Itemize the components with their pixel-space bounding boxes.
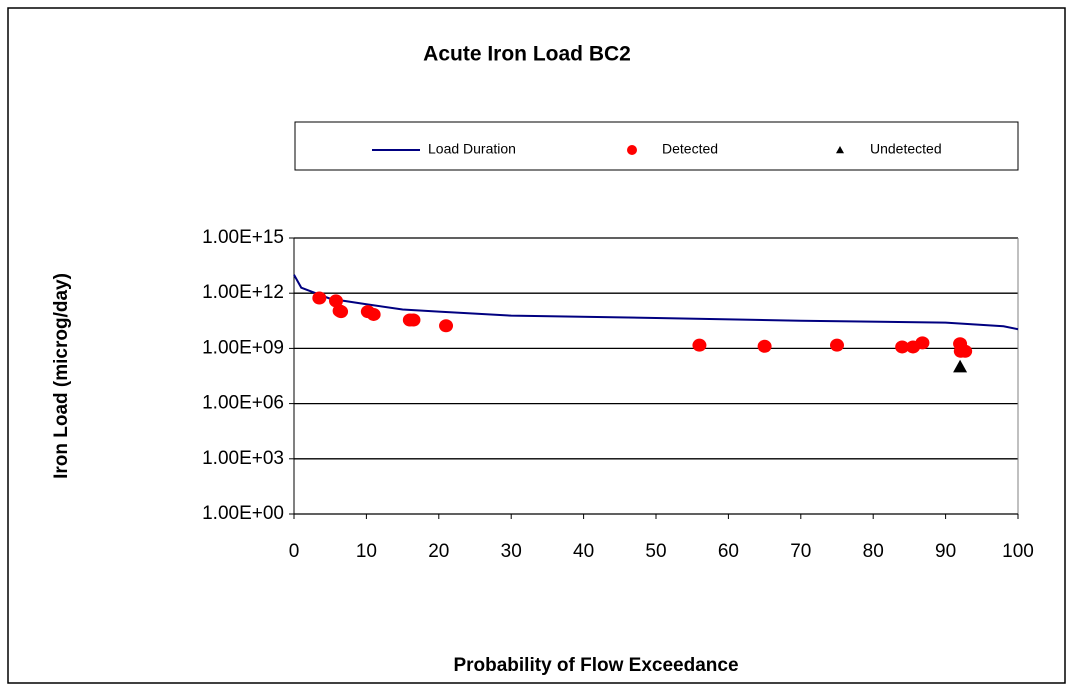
detected-point (692, 338, 707, 352)
legend-swatch (836, 146, 844, 154)
y-tick-label: 1.00E+09 (202, 337, 284, 358)
x-tick-label: 10 (356, 541, 377, 562)
detected-point (895, 340, 910, 354)
y-tick-label: 1.00E+00 (202, 503, 284, 524)
detected-point (334, 305, 349, 319)
y-tick-label: 1.00E+03 (202, 448, 284, 469)
y-tick-label: 1.00E+06 (202, 393, 284, 414)
legend-swatch (627, 145, 637, 155)
x-tick-label: 70 (790, 541, 811, 562)
y-axis-label: Iron Load (microg/day) (51, 273, 72, 479)
detected-point (406, 313, 421, 327)
legend-label: Undetected (870, 141, 942, 157)
detected-point (366, 307, 381, 321)
undetected-point (953, 359, 968, 373)
detected-point (958, 344, 973, 358)
x-tick-label: 90 (935, 541, 956, 562)
y-tick-label: 1.00E+12 (202, 282, 284, 303)
x-axis-label: Probability of Flow Exceedance (453, 655, 738, 676)
x-tick-label: 80 (863, 541, 884, 562)
y-tick-label: 1.00E+15 (202, 227, 284, 248)
detected-point (328, 294, 343, 308)
legend-box (294, 121, 1019, 171)
chart-frame (7, 7, 1066, 684)
x-tick-label: 40 (573, 541, 594, 562)
detected-point (757, 339, 772, 353)
detected-point (830, 338, 844, 352)
detected-point (915, 336, 930, 350)
chart-title: Acute Iron Load BC2 (423, 43, 631, 66)
legend-label: Detected (662, 141, 718, 157)
x-tick-label: 30 (501, 541, 522, 562)
detected-point (439, 319, 454, 333)
legend-label: Load Duration (428, 141, 516, 157)
x-tick-label: 100 (1002, 541, 1034, 562)
x-tick-label: 50 (645, 541, 666, 562)
detected-point (312, 291, 327, 305)
x-tick-label: 20 (428, 541, 449, 562)
x-tick-label: 0 (289, 541, 300, 562)
x-tick-label: 60 (718, 541, 739, 562)
